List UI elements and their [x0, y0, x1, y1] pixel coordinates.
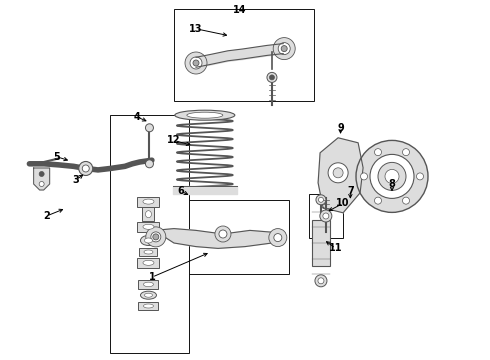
Circle shape	[215, 226, 231, 242]
Circle shape	[356, 140, 428, 212]
Bar	[143, 207, 154, 221]
Bar	[312, 220, 330, 266]
Circle shape	[39, 171, 44, 176]
Ellipse shape	[143, 199, 154, 204]
Bar	[110, 115, 189, 353]
Circle shape	[370, 154, 414, 198]
Text: 1: 1	[148, 272, 155, 282]
Text: 9: 9	[337, 123, 344, 133]
Circle shape	[151, 232, 161, 242]
Text: 3: 3	[73, 175, 79, 185]
Bar	[174, 9, 314, 101]
Ellipse shape	[144, 282, 153, 287]
Ellipse shape	[141, 291, 156, 299]
Circle shape	[193, 60, 199, 66]
Ellipse shape	[175, 110, 235, 120]
Circle shape	[146, 124, 153, 132]
Ellipse shape	[144, 304, 153, 308]
Bar	[138, 197, 159, 207]
Text: 13: 13	[189, 24, 203, 34]
Polygon shape	[154, 229, 282, 248]
Ellipse shape	[143, 224, 154, 229]
Circle shape	[333, 168, 343, 178]
Polygon shape	[318, 138, 363, 213]
Bar	[139, 280, 158, 289]
Circle shape	[374, 197, 382, 204]
Bar	[309, 194, 343, 238]
Text: 11: 11	[329, 243, 343, 253]
Circle shape	[219, 230, 227, 238]
Circle shape	[281, 46, 287, 51]
Bar	[140, 248, 157, 256]
Circle shape	[323, 213, 329, 219]
Circle shape	[273, 37, 295, 60]
Circle shape	[190, 57, 202, 69]
Circle shape	[378, 162, 406, 190]
Ellipse shape	[146, 211, 151, 218]
Text: 6: 6	[177, 186, 184, 196]
Ellipse shape	[143, 260, 154, 265]
Circle shape	[416, 173, 423, 180]
Bar	[138, 258, 159, 268]
Circle shape	[374, 149, 382, 156]
Circle shape	[361, 173, 368, 180]
Circle shape	[146, 227, 166, 247]
Circle shape	[269, 229, 287, 247]
Circle shape	[320, 210, 332, 222]
Text: 8: 8	[389, 179, 395, 189]
Ellipse shape	[145, 293, 152, 297]
Circle shape	[328, 163, 348, 183]
Bar	[138, 222, 159, 232]
Circle shape	[267, 72, 277, 82]
Polygon shape	[34, 168, 49, 190]
Circle shape	[318, 197, 323, 202]
Circle shape	[146, 160, 153, 168]
Circle shape	[402, 149, 410, 156]
Text: 14: 14	[233, 5, 247, 15]
Bar	[139, 302, 158, 310]
Text: 10: 10	[336, 198, 350, 208]
Text: 7: 7	[347, 186, 354, 196]
Ellipse shape	[144, 250, 153, 254]
Bar	[149, 200, 289, 274]
Circle shape	[82, 165, 89, 172]
Circle shape	[270, 75, 274, 80]
Ellipse shape	[187, 112, 223, 118]
Circle shape	[315, 275, 327, 287]
Circle shape	[318, 278, 324, 284]
Text: 4: 4	[134, 112, 141, 122]
Text: 5: 5	[53, 152, 60, 162]
Ellipse shape	[141, 235, 156, 246]
Circle shape	[385, 170, 399, 183]
Circle shape	[185, 52, 207, 74]
Text: 12: 12	[167, 135, 181, 145]
Circle shape	[79, 162, 93, 175]
Circle shape	[153, 234, 159, 240]
Circle shape	[274, 234, 282, 242]
Circle shape	[278, 42, 290, 55]
Ellipse shape	[145, 238, 152, 243]
Circle shape	[402, 197, 410, 204]
Circle shape	[39, 181, 44, 186]
Text: 2: 2	[43, 211, 50, 221]
Circle shape	[316, 195, 326, 205]
